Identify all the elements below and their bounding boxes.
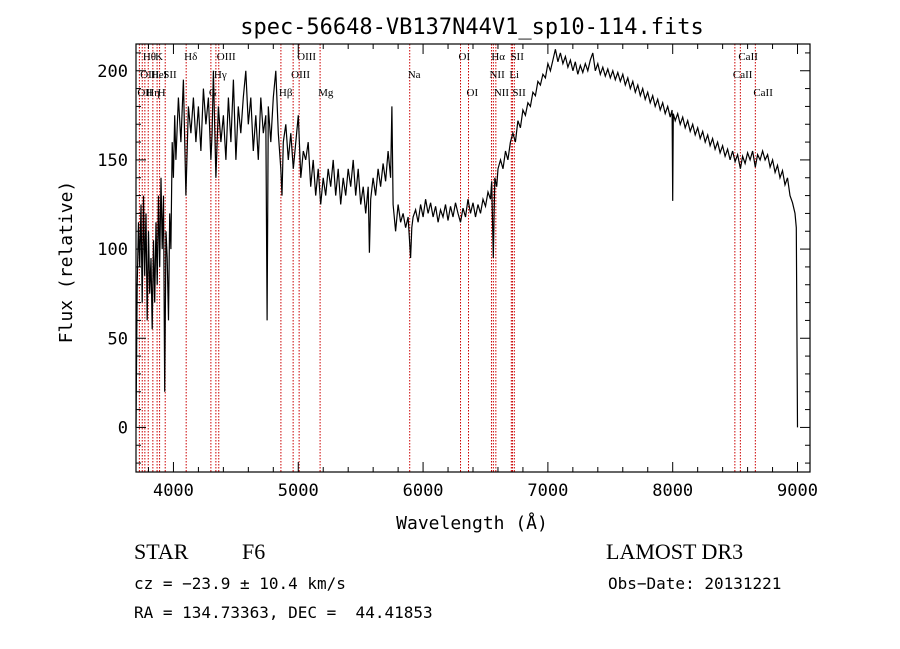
line-label-6: H <box>158 87 166 99</box>
line-label-18: OI <box>467 87 479 99</box>
flux-series-line <box>135 49 799 428</box>
line-label-13: OIII <box>291 69 310 81</box>
x-tick-label-0: 4000 <box>153 481 194 501</box>
line-label-26: CaII <box>738 51 758 63</box>
object-class: STAR <box>134 539 189 564</box>
line-label-21: NII <box>494 87 510 99</box>
chart-title: spec-56648-VB137N44V1_sp10-114.fits <box>240 15 704 40</box>
object-subclass: F6 <box>242 539 266 564</box>
plot-frame <box>135 43 811 473</box>
line-label-11: OIII <box>217 51 236 63</box>
line-label-5: K <box>155 51 163 63</box>
line-label-27: CaII <box>753 87 773 99</box>
line-label-17: OI <box>459 51 471 63</box>
line-label-24: SII <box>512 87 526 99</box>
line-label-7: SII <box>163 69 177 81</box>
y-tick-label-2: 100 <box>97 240 128 260</box>
line-label-0: OII <box>137 87 153 99</box>
line-label-3: Hη <box>146 87 160 99</box>
x-tick-label-1: 5000 <box>278 481 319 501</box>
line-label-2: Hθ <box>143 51 156 63</box>
redshift-velocity: cz = −23.9 ± 10.4 km/s <box>134 574 346 593</box>
line-label-12: Hβ <box>279 87 293 99</box>
y-tick-label-1: 50 <box>108 329 128 349</box>
line-label-8: Hδ <box>184 51 197 63</box>
y-axis-label: Flux (relative) <box>56 181 77 344</box>
line-label-22: Li <box>509 69 519 81</box>
line-label-15: Mg <box>318 87 334 99</box>
x-tick-label-5: 9000 <box>777 481 818 501</box>
x-tick-label-3: 7000 <box>527 481 568 501</box>
y-tick-label-0: 0 <box>118 418 128 438</box>
survey-name: LAMOST DR3 <box>606 539 744 564</box>
observation-date: Obs−Date: 20131221 <box>608 574 782 593</box>
ra-dec-coordinates: RA = 134.73363, DEC = 44.41853 <box>134 603 433 622</box>
line-label-1: OIII <box>140 69 159 81</box>
x-tick-label-2: 6000 <box>403 481 444 501</box>
line-label-10: Hγ <box>214 69 227 81</box>
line-label-23: SII <box>510 51 524 63</box>
x-tick-label-4: 8000 <box>652 481 693 501</box>
axis-ticks: 4000 5000 6000 7000 8000 9000 0 50 100 150 200 <box>97 44 818 501</box>
line-label-14: OIII <box>297 51 316 63</box>
y-tick-label-4: 200 <box>97 62 128 82</box>
line-label-25: CaII <box>733 69 753 81</box>
line-label-4: HeI <box>151 69 168 81</box>
line-label-19: NII <box>489 69 505 81</box>
line-label-20: Hα <box>491 51 505 63</box>
line-label-16: Na <box>408 69 421 81</box>
x-axis-label: Wavelength (Å) <box>396 512 548 534</box>
spectral-line-labels: OIIOIIIHθHηHeIKHSIIHδGHγOIIIHβOIIIOIIIMg… <box>137 51 773 99</box>
y-tick-label-3: 150 <box>97 151 128 171</box>
